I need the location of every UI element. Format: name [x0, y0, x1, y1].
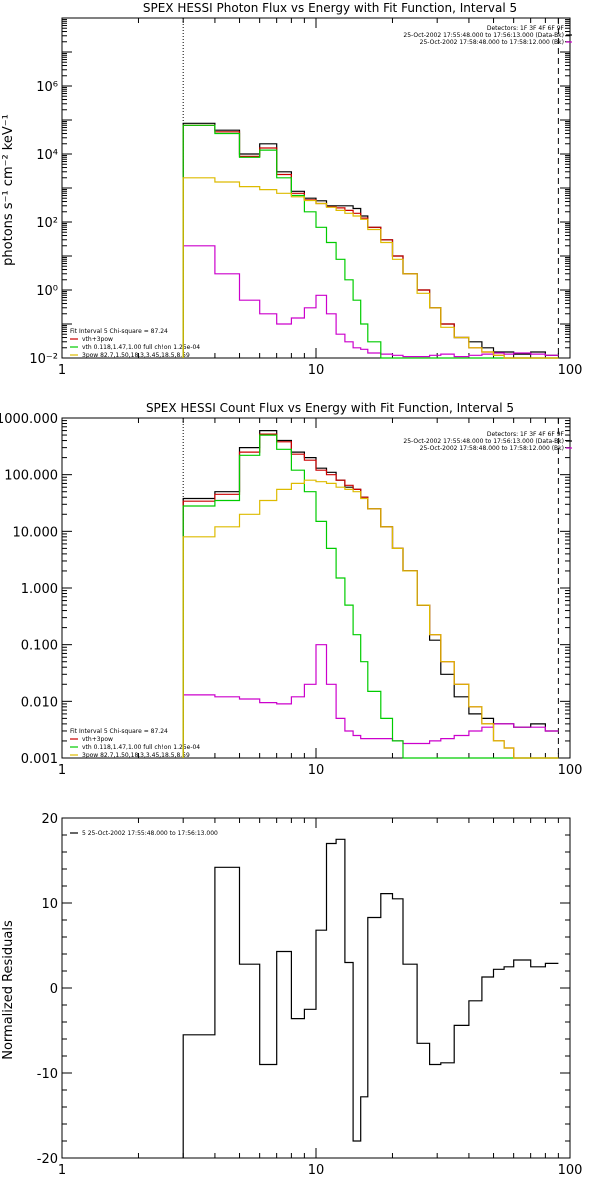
- y-tick-label: 10: [41, 897, 58, 912]
- y-tick-label: 1000.000: [0, 412, 58, 427]
- x-tick-label: 10: [308, 763, 325, 778]
- series-line-bk: [182, 245, 559, 358]
- legend-entry-label: vth 0.118,1.47,1.00 full ch!on 1.25e-04: [82, 344, 200, 351]
- count-fit-label: Fit Interval 5 Chi-square = 87.24: [70, 728, 168, 735]
- photon-fit-label: Fit Interval 5 Chi-square = 87.24: [70, 328, 168, 335]
- x-tick-label: 1: [58, 363, 66, 378]
- x-tick-label: 10: [308, 1163, 325, 1178]
- series-line-residuals: [182, 838, 559, 1158]
- legend-entry-label: 5 25-Oct-2002 17:55:48.000 to 17:56:13.0…: [82, 830, 218, 837]
- series-line-bk: [182, 644, 559, 758]
- legend-entry-label: vth 0.118,1.47,1.00 full ch!on 1.25e-04: [82, 744, 200, 751]
- photon-info-data-interval: 25-Oct-2002 17:55:48.000 to 17:56:13.000…: [403, 32, 564, 39]
- residuals-panel: Normalized Residuals 5 25-Oct-2002 17:55…: [1, 812, 582, 1178]
- series-line-3pow: [182, 479, 559, 759]
- y-tick-label: 1.000: [21, 582, 58, 597]
- legend-entry-label: 3pow 82.7,1.50,18.3,3.45,18.5,8.59: [82, 352, 190, 359]
- photon-flux-title: SPEX HESSI Photon Flux vs Energy with Fi…: [143, 1, 517, 15]
- x-tick-label: 10: [308, 363, 325, 378]
- count-info-bk-interval: 25-Oct-2002 17:58:48.000 to 17:58:12.000…: [420, 445, 564, 452]
- legend-entry-label: 3pow 82.7,1.50,18.3,3.45,18.5,8.59: [82, 752, 190, 759]
- photon-info-detectors: Detectors: 1F 3F 4F 6F 9F: [487, 25, 565, 32]
- count-flux-panel: SPEX HESSI Count Flux vs Energy with Fit…: [0, 401, 582, 778]
- y-tick-label: 10⁶: [36, 80, 58, 95]
- y-tick-label: -20: [37, 1152, 58, 1167]
- series-line-3pow: [182, 177, 559, 359]
- y-tick-label: 10⁻²: [29, 352, 58, 367]
- x-tick-label: 100: [558, 363, 583, 378]
- series-line-vth-3pow: [182, 124, 559, 359]
- photon-flux-y-axis-label: photons s⁻¹ cm⁻² keV⁻¹: [1, 114, 16, 266]
- y-tick-label: 10.000: [13, 525, 59, 540]
- x-tick-label: 1: [58, 763, 66, 778]
- series-line-vth: [182, 124, 559, 359]
- count-flux-title: SPEX HESSI Count Flux vs Energy with Fit…: [146, 401, 514, 415]
- x-tick-label: 100: [558, 1163, 583, 1178]
- legend-entry-label: vth+3pow: [82, 336, 113, 343]
- x-tick-label: 100: [558, 763, 583, 778]
- y-tick-label: 0.001: [21, 752, 58, 767]
- series-line-vth: [182, 434, 559, 759]
- y-tick-label: 10⁰: [36, 284, 58, 299]
- y-tick-label: 0.100: [21, 639, 58, 654]
- photon-flux-panel: SPEX HESSI Photon Flux vs Energy with Fi…: [1, 1, 582, 378]
- legend-entry-label: vth+3pow: [82, 736, 113, 743]
- y-tick-label: 10²: [36, 216, 58, 231]
- count-info-detectors: Detectors: 1F 3F 4F 6F 9F: [487, 431, 565, 438]
- photon-info-bk-interval: 25-Oct-2002 17:58:48.000 to 17:58:12.000…: [420, 39, 564, 46]
- x-tick-label: 1: [58, 1163, 66, 1178]
- residuals-y-axis-label: Normalized Residuals: [1, 920, 16, 1060]
- y-tick-label: 20: [41, 812, 58, 827]
- count-info-data-interval: 25-Oct-2002 17:55:48.000 to 17:56:13.000…: [403, 438, 564, 445]
- y-tick-label: 100.000: [4, 469, 58, 484]
- y-tick-label: 0.010: [21, 695, 58, 710]
- y-tick-label: 0: [50, 982, 58, 997]
- y-tick-label: 10⁴: [36, 148, 58, 163]
- series-line-data-bk: [182, 122, 559, 358]
- residuals-legend: 5 25-Oct-2002 17:55:48.000 to 17:56:13.0…: [70, 830, 218, 837]
- y-tick-label: -10: [37, 1067, 58, 1082]
